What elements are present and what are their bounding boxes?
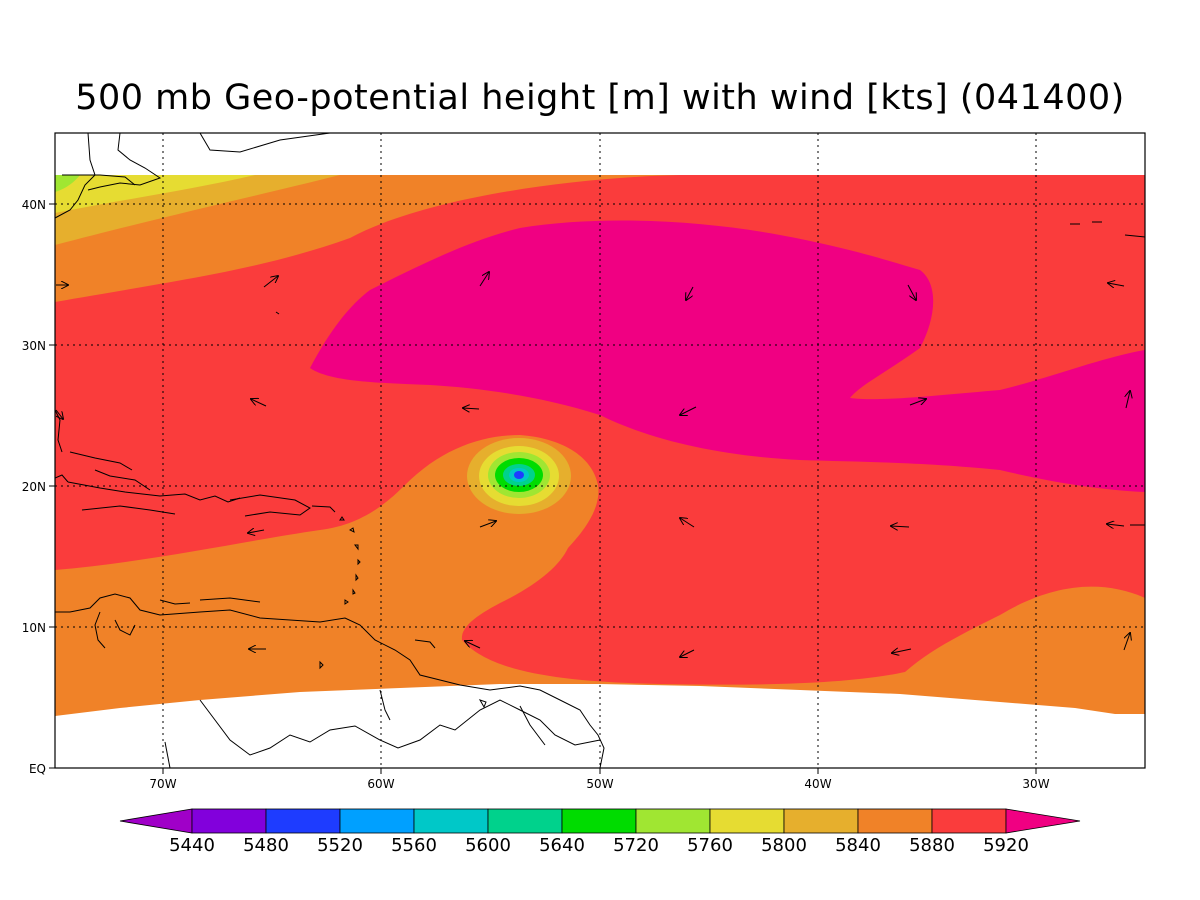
colorbar-label: 5880 bbox=[909, 835, 955, 856]
colorbar-box bbox=[931, 808, 1007, 834]
colorbar-label: 5800 bbox=[761, 835, 807, 856]
lon-tick-label: 40W bbox=[804, 777, 831, 791]
colorbar-label: 5600 bbox=[465, 835, 511, 856]
colorbar-box bbox=[265, 808, 341, 834]
coastlines bbox=[55, 133, 1145, 768]
colorbar-label: 5640 bbox=[539, 835, 585, 856]
lat-tick-label: 10N bbox=[22, 621, 46, 635]
colorbar: 5440 5480 5520 5560 5600 5640 5720 5760 5800 5840… bbox=[119, 808, 1081, 856]
wind-vectors bbox=[56, 272, 1130, 657]
colorbar-box bbox=[709, 808, 785, 834]
lon-tick-label: 50W bbox=[586, 777, 613, 791]
colorbar-label: 5520 bbox=[317, 835, 363, 856]
colorbar-label: 5840 bbox=[835, 835, 881, 856]
lon-tick-label: 60W bbox=[367, 777, 394, 791]
colorbar-box bbox=[339, 808, 415, 834]
colorbar-box bbox=[561, 808, 637, 834]
lon-axis: 70W 60W 50W 40W 30W bbox=[149, 768, 1050, 791]
contour-5720 bbox=[55, 175, 80, 192]
lat-tick-label: EQ bbox=[29, 762, 46, 776]
map-title: 500 mb Geo-potential height [m] with win… bbox=[75, 78, 1125, 118]
colorbar-label: 5720 bbox=[613, 835, 659, 856]
contour-5920 bbox=[310, 220, 1145, 492]
lon-tick-label: 70W bbox=[149, 777, 176, 791]
colorbar-max-triangle bbox=[1005, 808, 1081, 834]
lat-tick-label: 40N bbox=[22, 198, 46, 212]
lat-tick-label: 20N bbox=[22, 480, 46, 494]
contour-field bbox=[55, 133, 1145, 768]
gridlines bbox=[55, 133, 1145, 768]
lat-axis: EQ 10N 20N 30N 40N bbox=[22, 198, 55, 776]
colorbar-label: 5560 bbox=[391, 835, 437, 856]
colorbar-label: 5920 bbox=[983, 835, 1029, 856]
cyclone-5520 bbox=[514, 471, 524, 479]
lon-tick-label: 30W bbox=[1022, 777, 1049, 791]
colorbar-box bbox=[635, 808, 711, 834]
lat-tick-label: 30N bbox=[22, 339, 46, 353]
colorbar-box bbox=[191, 808, 267, 834]
colorbar-box bbox=[413, 808, 489, 834]
colorbar-min-triangle bbox=[119, 808, 193, 834]
colorbar-label: 5480 bbox=[243, 835, 289, 856]
colorbar-box bbox=[857, 808, 933, 834]
colorbar-label: 5760 bbox=[687, 835, 733, 856]
colorbar-box bbox=[487, 808, 563, 834]
colorbar-box bbox=[783, 808, 859, 834]
colorbar-label: 5440 bbox=[169, 835, 215, 856]
